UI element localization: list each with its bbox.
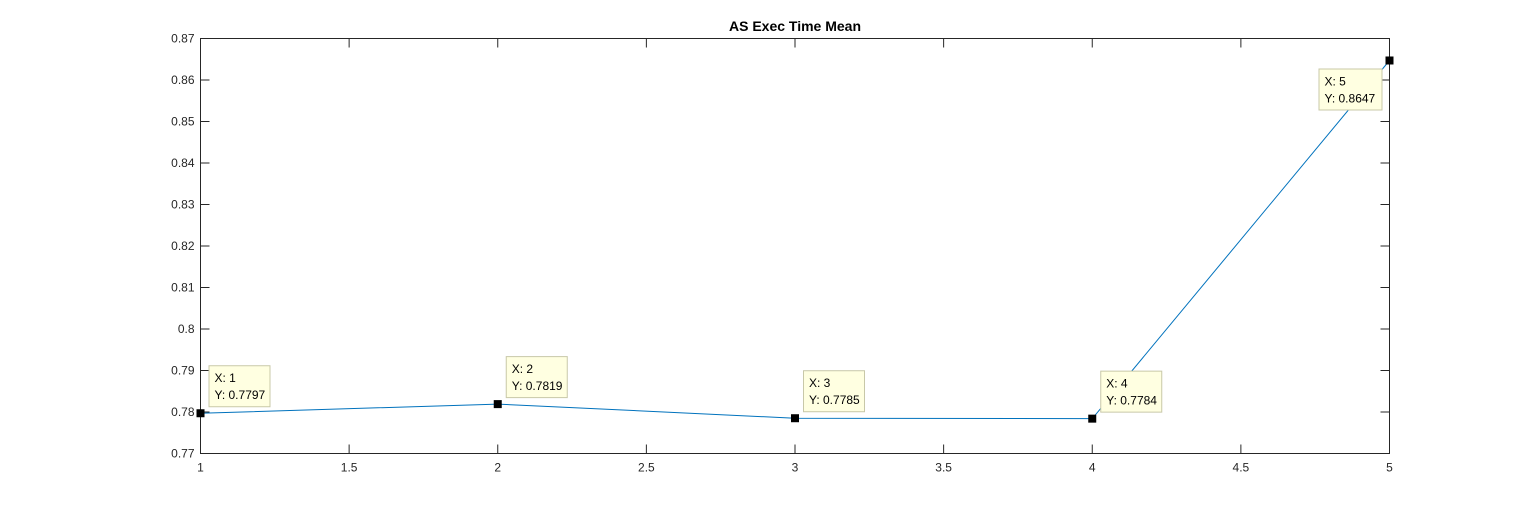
datatip-y-label: Y: 0.8647 bbox=[1325, 91, 1376, 105]
x-tick-label: 3.5 bbox=[935, 461, 952, 475]
y-tick-label: 0.86 bbox=[171, 73, 195, 87]
x-tick-label: 1 bbox=[197, 461, 204, 475]
datatip-y-label: Y: 0.7819 bbox=[512, 379, 563, 393]
y-tick-label: 0.79 bbox=[171, 364, 195, 378]
y-tick-label: 0.83 bbox=[171, 198, 195, 212]
y-tick-label: 0.78 bbox=[171, 405, 195, 419]
datatip-box bbox=[803, 370, 865, 413]
x-tick-label: 2.5 bbox=[638, 461, 655, 475]
chart-title: AS Exec Time Mean bbox=[729, 18, 861, 34]
data-point-marker[interactable] bbox=[196, 409, 205, 418]
y-tick-label: 0.81 bbox=[171, 281, 195, 295]
axis-ticks: 1 1.5 2 2.5 3 3.5 4 4.5 5 0.77 0.78 0.79 0.8 0.81 0.82… bbox=[171, 32, 1393, 475]
x-tick-label: 3 bbox=[792, 461, 799, 475]
datatip-box bbox=[505, 356, 568, 399]
datatip-y-label: Y: 0.7797 bbox=[215, 388, 266, 402]
datatips-layer: X: 1 Y: 0.7797 X: 2 Y: 0.7819 X: 3 Y: 0.7785 X… bbox=[208, 68, 1383, 413]
datatip-x-label: X: 1 bbox=[215, 371, 237, 385]
y-tick-label: 0.87 bbox=[171, 32, 195, 46]
series-layer bbox=[196, 56, 1394, 423]
x-tick-label: 5 bbox=[1386, 461, 1393, 475]
plot-area bbox=[200, 38, 1390, 454]
datatip-x-label: X: 3 bbox=[809, 376, 831, 390]
x-tick-label: 2 bbox=[494, 461, 501, 475]
datatip-box bbox=[1100, 370, 1163, 413]
y-tick-label: 0.85 bbox=[171, 115, 195, 129]
data-point-marker[interactable] bbox=[791, 414, 799, 423]
data-point-marker[interactable] bbox=[493, 400, 502, 409]
y-tick-label: 0.82 bbox=[171, 239, 195, 253]
y-tick-label: 0.8 bbox=[178, 322, 195, 336]
x-tick-label: 4 bbox=[1089, 461, 1096, 475]
y-tick-label: 0.84 bbox=[171, 156, 195, 170]
datatip-x-label: X: 4 bbox=[1106, 377, 1128, 391]
datatip-y-label: Y: 0.7785 bbox=[809, 393, 860, 407]
x-tick-label: 1.5 bbox=[341, 461, 358, 475]
data-point-marker[interactable] bbox=[1385, 56, 1394, 65]
datatip-box bbox=[208, 365, 271, 408]
y-tick-label: 0.77 bbox=[171, 447, 195, 461]
x-tick-label: 4.5 bbox=[1233, 461, 1250, 475]
data-point-marker[interactable] bbox=[1088, 414, 1097, 423]
datatip-y-label: Y: 0.7784 bbox=[1106, 394, 1157, 408]
datatip-x-label: X: 2 bbox=[512, 362, 534, 376]
datatip-box bbox=[1318, 68, 1383, 111]
datatip-x-label: X: 5 bbox=[1325, 74, 1347, 88]
